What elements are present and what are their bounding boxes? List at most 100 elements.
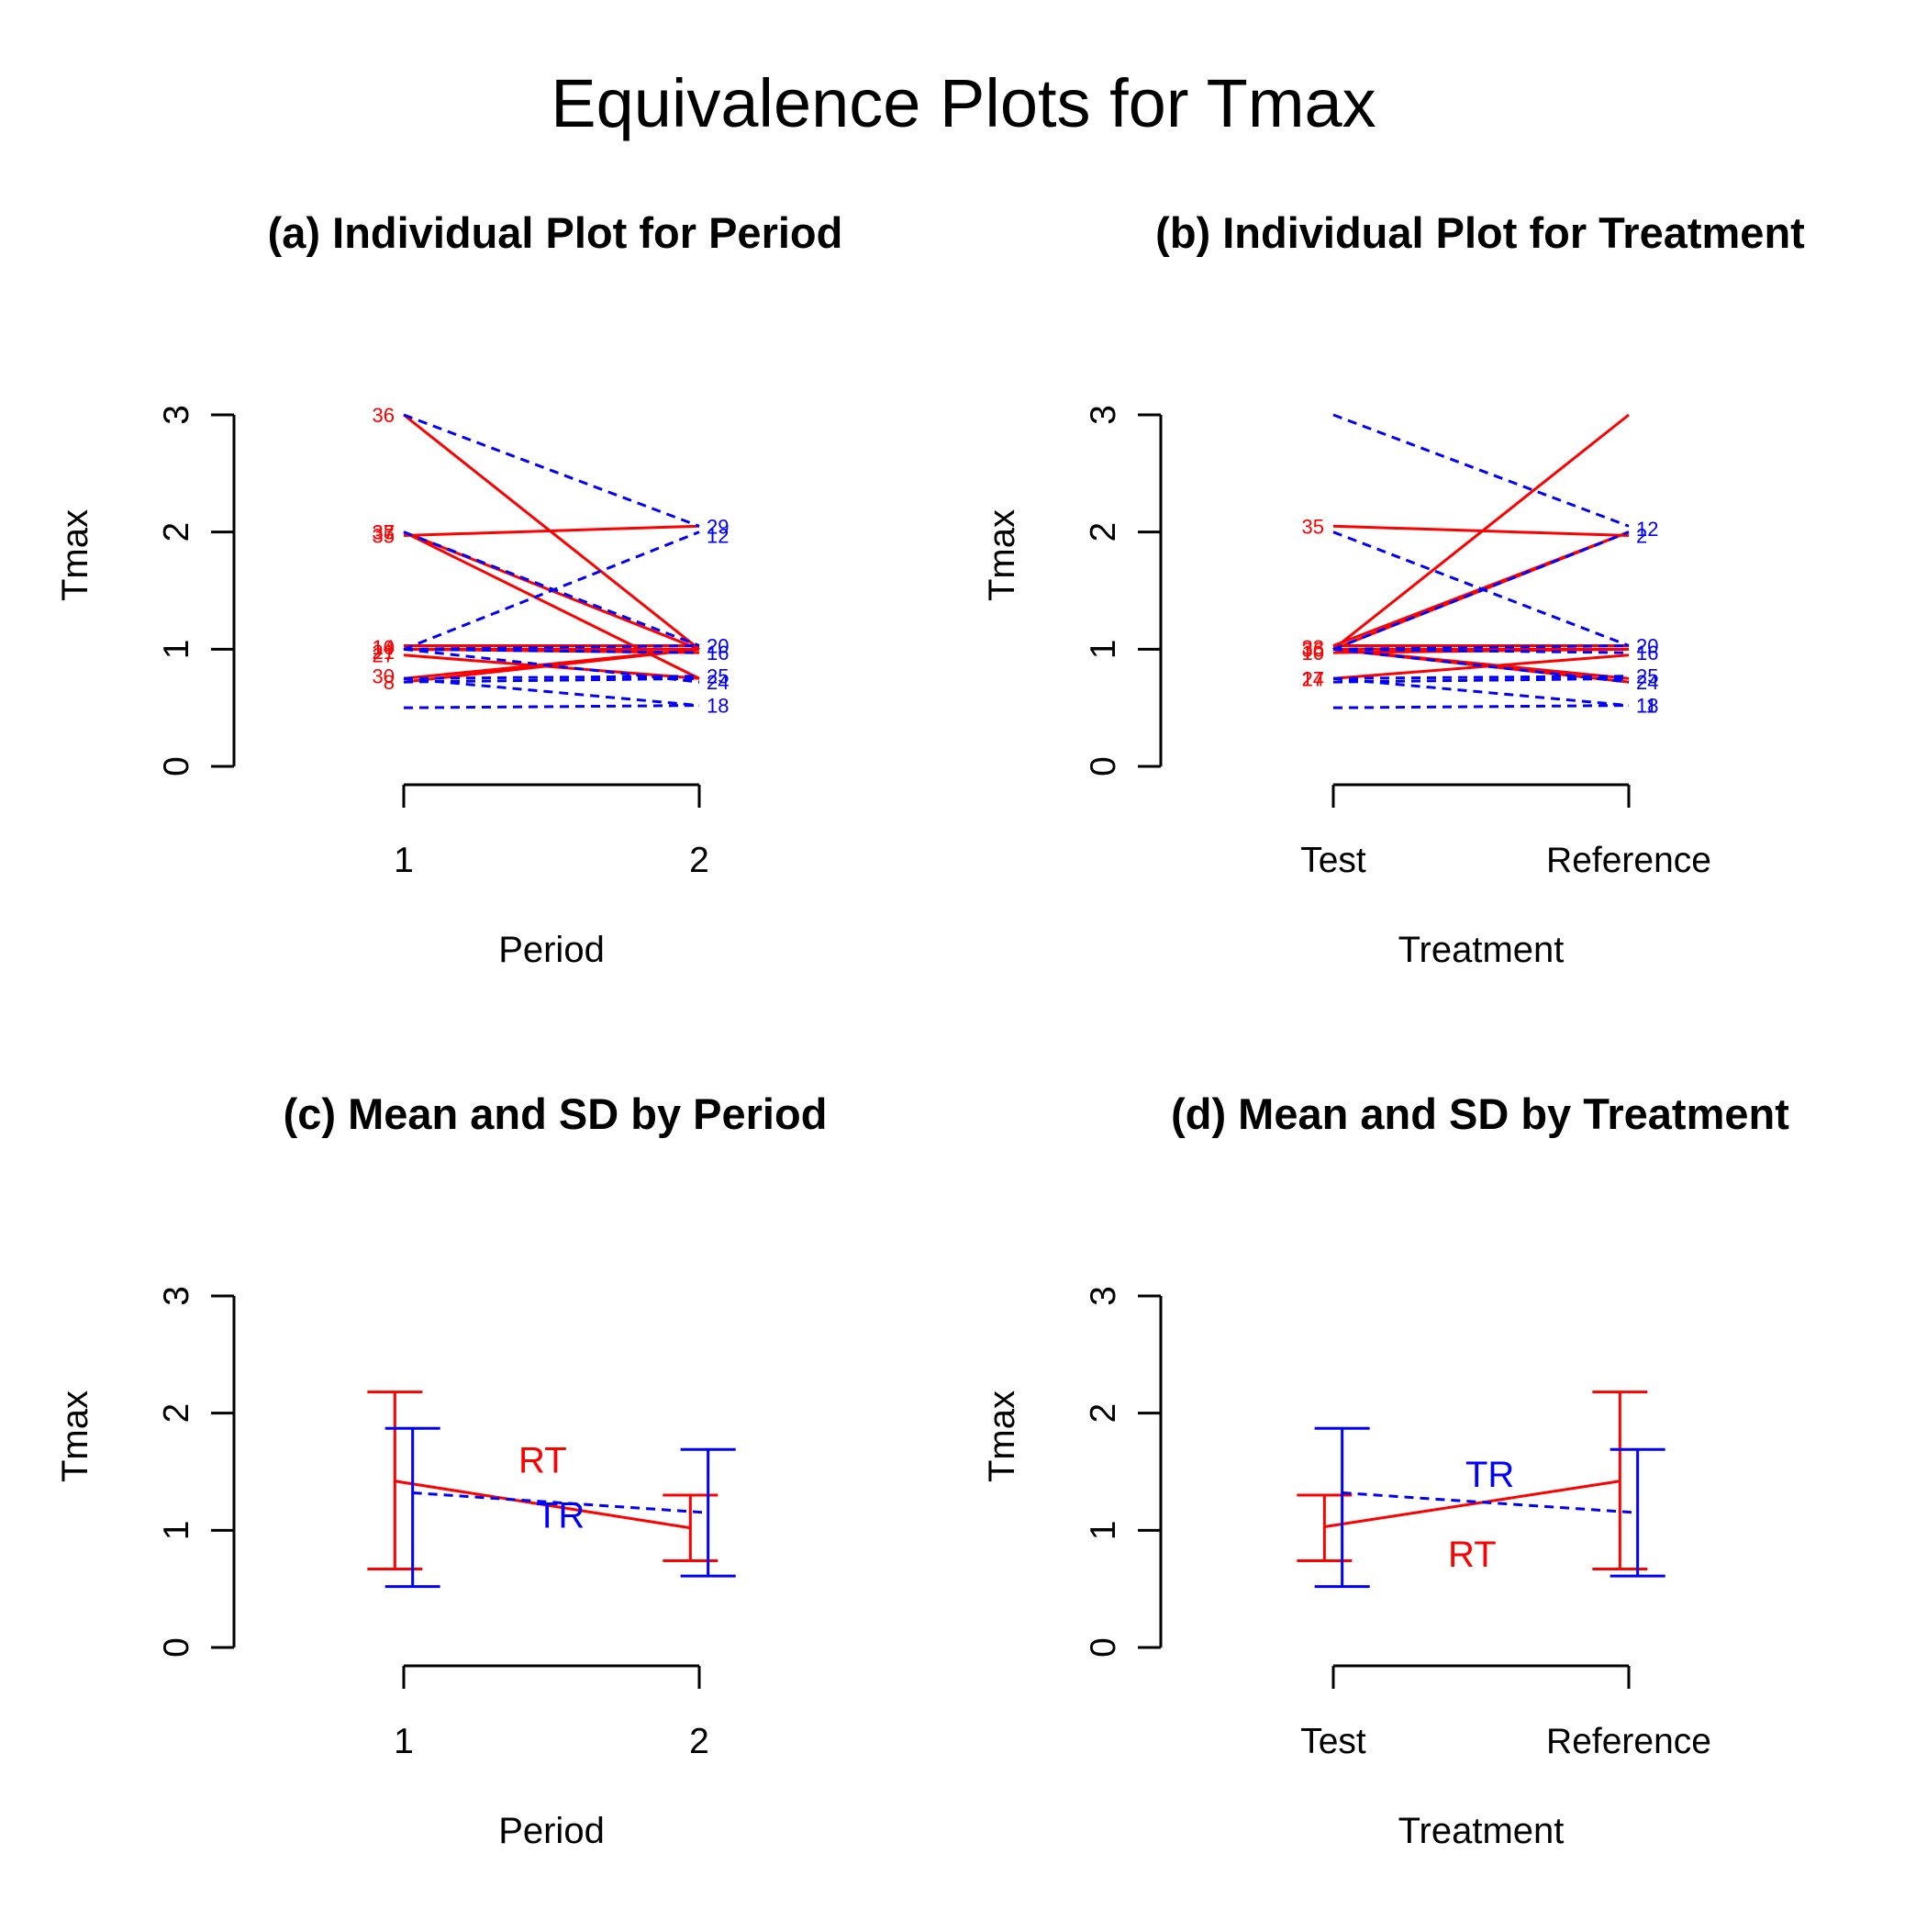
subject-label: 27 — [1302, 667, 1324, 690]
subject-label: 29 — [707, 515, 729, 538]
subject-line-12 — [403, 530, 700, 647]
y-tick-label: 3 — [1084, 1286, 1123, 1306]
subject-line-25 — [1332, 675, 1630, 680]
y-tick-label: 0 — [1084, 756, 1123, 776]
y-tick-label: 1 — [157, 1520, 196, 1540]
subject-label: 35 — [1302, 515, 1324, 538]
subject-label: 10 — [1302, 642, 1324, 664]
x-tick-label: 1 — [394, 841, 414, 880]
panel-b: (b) Individual Plot for Treatment0123Tma… — [982, 208, 1805, 970]
group-label-RT: RT — [518, 1441, 567, 1481]
x-tick-label: 2 — [689, 1722, 709, 1761]
subject-label: 33 — [373, 521, 395, 544]
subject-label: 25 — [707, 665, 729, 688]
subject-line-35 — [1332, 524, 1630, 537]
subject-label: 16 — [707, 642, 729, 664]
x-axis-label: Period — [498, 1811, 605, 1851]
subject-label: 8 — [384, 671, 395, 694]
subject-label: 20 — [1636, 635, 1658, 658]
y-axis-label: Tmax — [982, 1390, 1022, 1482]
x-axis-label: Treatment — [1398, 1811, 1565, 1851]
x-tick-label: Reference — [1546, 1722, 1711, 1761]
subject-label: 2 — [1636, 524, 1647, 547]
panel-d: (d) Mean and SD by Treatment 0 1 2 3 Tmax Test… — [982, 1089, 1789, 1851]
panel-title: (b) Individual Plot for Treatment — [1155, 208, 1805, 257]
subject-line-24 — [1332, 647, 1630, 684]
subject-label: 30 — [373, 665, 395, 688]
subject-label: 10 — [373, 636, 395, 659]
subject-line-11 — [1332, 676, 1630, 708]
y-tick-label: 0 — [1084, 1637, 1123, 1658]
subject-line-29 — [403, 413, 700, 528]
y-tick-label: 2 — [1084, 522, 1123, 542]
x-tick-label: Test — [1300, 841, 1366, 880]
subject-label: 27 — [373, 644, 395, 667]
mean-line-RT — [1324, 1480, 1621, 1528]
y-axis-label: Tmax — [55, 509, 95, 601]
panel-title: (c) Mean and SD by Period — [284, 1089, 828, 1138]
mean-line-RT — [395, 1480, 691, 1530]
panel-c: (c) Mean and SD by Period 0 1 2 3 Tmax 1 2 Perio… — [55, 1089, 827, 1851]
subject-label: 18 — [707, 695, 729, 718]
subject-label: 33 — [1302, 636, 1324, 659]
subject-label: 16 — [1636, 642, 1658, 664]
subject-label: 36 — [373, 404, 395, 427]
subject-label: 25 — [1636, 665, 1658, 688]
subject-line-16 — [1332, 647, 1630, 654]
subject-label: 18 — [1636, 695, 1658, 718]
subject-line-2 — [403, 530, 700, 651]
subject-line-24 — [403, 647, 700, 684]
y-tick-label: 2 — [1084, 1403, 1123, 1424]
y-tick-label: 1 — [1084, 1520, 1123, 1540]
subject-label: 24 — [1636, 671, 1658, 694]
subject-label: 36 — [1302, 638, 1324, 661]
subject-line-18 — [403, 704, 700, 709]
subject-label: 14 — [373, 636, 395, 659]
x-tick-label: 1 — [394, 1722, 414, 1761]
y-tick-label: 1 — [157, 639, 196, 659]
y-tick-label: 0 — [157, 756, 196, 776]
subject-line-5 — [1332, 676, 1630, 684]
subject-label: 24 — [707, 671, 729, 694]
subject-label: 20 — [707, 635, 729, 658]
x-tick-label: Reference — [1546, 841, 1711, 880]
subject-line-5 — [403, 676, 700, 684]
y-tick-label: 0 — [157, 1637, 196, 1658]
subject-line-18 — [1332, 704, 1630, 709]
subject-label: 21 — [373, 641, 395, 664]
mean-line-TR — [412, 1491, 708, 1514]
group-label-RT: RT — [1448, 1535, 1497, 1575]
subject-line-16 — [403, 647, 700, 654]
subject-line-2 — [1332, 530, 1630, 651]
subject-label: 14 — [1302, 667, 1324, 690]
x-axis-label: Period — [498, 930, 605, 970]
y-tick-label: 2 — [157, 522, 196, 542]
y-tick-label: 3 — [1084, 405, 1123, 425]
y-tick-label: 2 — [157, 1403, 196, 1424]
figure-title: Equivalence Plots for Tmax — [551, 65, 1376, 141]
x-axis-label: Treatment — [1398, 930, 1565, 970]
subject-line-37 — [403, 524, 700, 537]
subject-line-11 — [403, 676, 700, 708]
panel-title: (a) Individual Plot for Period — [268, 208, 843, 257]
x-tick-label: 2 — [689, 841, 709, 880]
subject-label: 12 — [707, 524, 729, 547]
y-tick-label: 1 — [1084, 639, 1123, 659]
y-tick-label: 3 — [157, 405, 196, 425]
panel-title: (d) Mean and SD by Treatment — [1171, 1089, 1789, 1138]
y-axis-label: Tmax — [982, 509, 1022, 601]
subject-line-35 — [403, 530, 700, 680]
subject-label: 35 — [373, 524, 395, 547]
subject-line-25 — [403, 675, 700, 680]
x-tick-label: Test — [1300, 1722, 1366, 1761]
group-label-TR: TR — [536, 1496, 585, 1536]
y-axis-label: Tmax — [55, 1390, 95, 1482]
subject-label: 12 — [1636, 518, 1658, 541]
subject-label: 37 — [373, 521, 395, 544]
subject-line-29 — [1332, 413, 1630, 528]
mean-line-TR — [1342, 1491, 1638, 1514]
group-label-TR: TR — [1465, 1455, 1514, 1495]
